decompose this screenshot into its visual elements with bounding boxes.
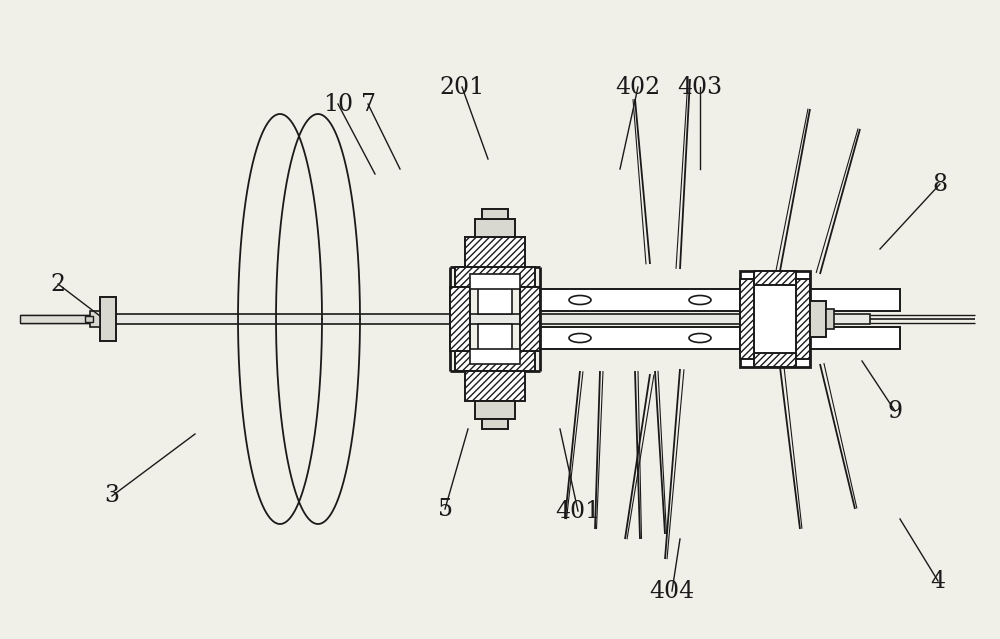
Ellipse shape <box>689 295 711 305</box>
Bar <box>465 237 525 267</box>
Bar <box>482 419 508 429</box>
Text: 7: 7 <box>361 93 376 116</box>
Text: 10: 10 <box>323 93 353 116</box>
Text: 5: 5 <box>438 498 452 521</box>
Text: 404: 404 <box>649 580 695 603</box>
Ellipse shape <box>689 334 711 343</box>
Bar <box>90 311 100 327</box>
Text: 402: 402 <box>615 75 661 98</box>
Bar <box>465 371 525 401</box>
Bar <box>85 316 93 322</box>
Bar <box>478 324 512 354</box>
Text: 9: 9 <box>887 399 903 422</box>
Bar <box>810 301 826 337</box>
Ellipse shape <box>569 334 591 343</box>
Text: 201: 201 <box>439 75 485 98</box>
Text: 4: 4 <box>930 569 946 592</box>
Bar <box>754 271 796 285</box>
Text: 401: 401 <box>555 500 601 523</box>
Bar <box>20 315 90 323</box>
Bar <box>475 219 515 237</box>
Bar <box>520 287 540 351</box>
Bar <box>455 351 535 371</box>
Bar <box>475 401 515 419</box>
Bar <box>482 209 508 219</box>
Bar <box>470 274 520 289</box>
Bar <box>740 279 754 359</box>
Bar <box>826 309 834 329</box>
Bar <box>540 327 900 349</box>
Text: 403: 403 <box>677 75 723 98</box>
Bar <box>540 289 900 311</box>
Bar <box>100 297 116 341</box>
Bar <box>740 271 810 367</box>
Bar <box>754 353 796 367</box>
Bar <box>796 279 810 359</box>
Text: 3: 3 <box>105 484 120 507</box>
Bar <box>455 267 535 287</box>
Bar <box>110 314 870 324</box>
Bar <box>450 287 470 351</box>
Text: 2: 2 <box>50 272 66 295</box>
Bar <box>470 349 520 364</box>
Bar <box>478 284 512 314</box>
Ellipse shape <box>569 295 591 305</box>
Text: 8: 8 <box>932 173 948 196</box>
